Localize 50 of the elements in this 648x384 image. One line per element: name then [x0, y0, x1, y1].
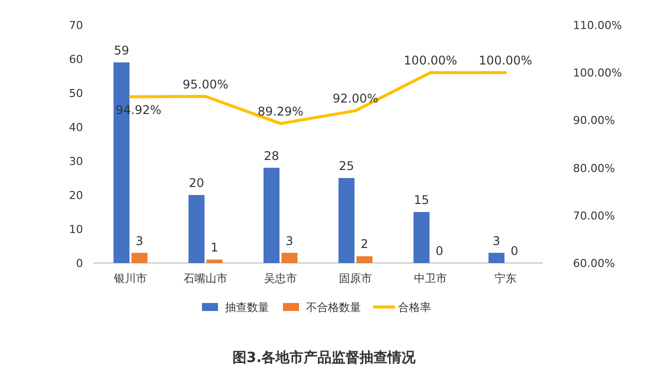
x-tick-label: 宁东 [494, 272, 516, 285]
y-tick-label: 20 [69, 189, 83, 202]
legend-label: 抽查数量 [225, 301, 269, 314]
data-label: 89.29% [258, 104, 304, 119]
data-label: 3 [136, 234, 144, 248]
data-label: 59 [114, 43, 130, 58]
data-label: 100.00% [404, 54, 458, 68]
y-tick-label: 40 [69, 121, 83, 134]
y-tick-label: 50 [69, 87, 83, 100]
x-tick-label: 吴忠市 [264, 272, 297, 285]
y-tick-label: 30 [69, 155, 83, 168]
data-label: 0 [510, 244, 518, 258]
y2-tick-label: 80.00% [573, 162, 615, 175]
data-label: 3 [286, 234, 294, 248]
y2-tick-label: 70.00% [573, 209, 615, 222]
data-label: 92.00% [332, 92, 378, 106]
bar [338, 178, 354, 263]
y-tick-label: 70 [69, 19, 83, 32]
y2-tick-label: 90.00% [573, 114, 615, 128]
x-tick-label: 银川市 [113, 272, 147, 285]
text: 图3.各地市产品监督抽查情况 [232, 349, 417, 366]
bar [414, 212, 430, 263]
y-tick-label: 0 [76, 257, 83, 270]
legend-label: 不合格数量 [306, 301, 361, 314]
data-label: 28 [264, 148, 280, 163]
data-label: 20 [188, 176, 204, 190]
legend-label: 合格率 [398, 301, 431, 314]
data-label: 0 [436, 244, 444, 258]
x-tick-label: 中卫市 [414, 272, 447, 285]
data-label: 25 [338, 159, 354, 173]
y2-tick-label: 100.00% [573, 66, 622, 80]
bar [188, 195, 204, 263]
data-label: 100.00% [478, 54, 532, 68]
data-label: 1 [210, 240, 218, 255]
bar [206, 260, 222, 263]
y2-tick-label: 110.00% [573, 19, 622, 32]
bar [356, 256, 372, 263]
y-tick-label: 60 [69, 53, 83, 66]
bar [264, 168, 280, 263]
bar [132, 252, 148, 263]
data-label: 15 [414, 193, 430, 207]
data-label: 95.00% [182, 77, 228, 92]
data-label: 3 [492, 234, 500, 248]
x-tick-label: 石嘴山市 [184, 272, 228, 285]
y2-tick-label: 60.00% [573, 257, 615, 270]
bar [488, 252, 504, 263]
data-label: 2 [360, 237, 368, 252]
bar [282, 252, 298, 263]
y-tick-label: 10 [69, 223, 83, 236]
x-tick-label: 固原市 [339, 272, 372, 285]
